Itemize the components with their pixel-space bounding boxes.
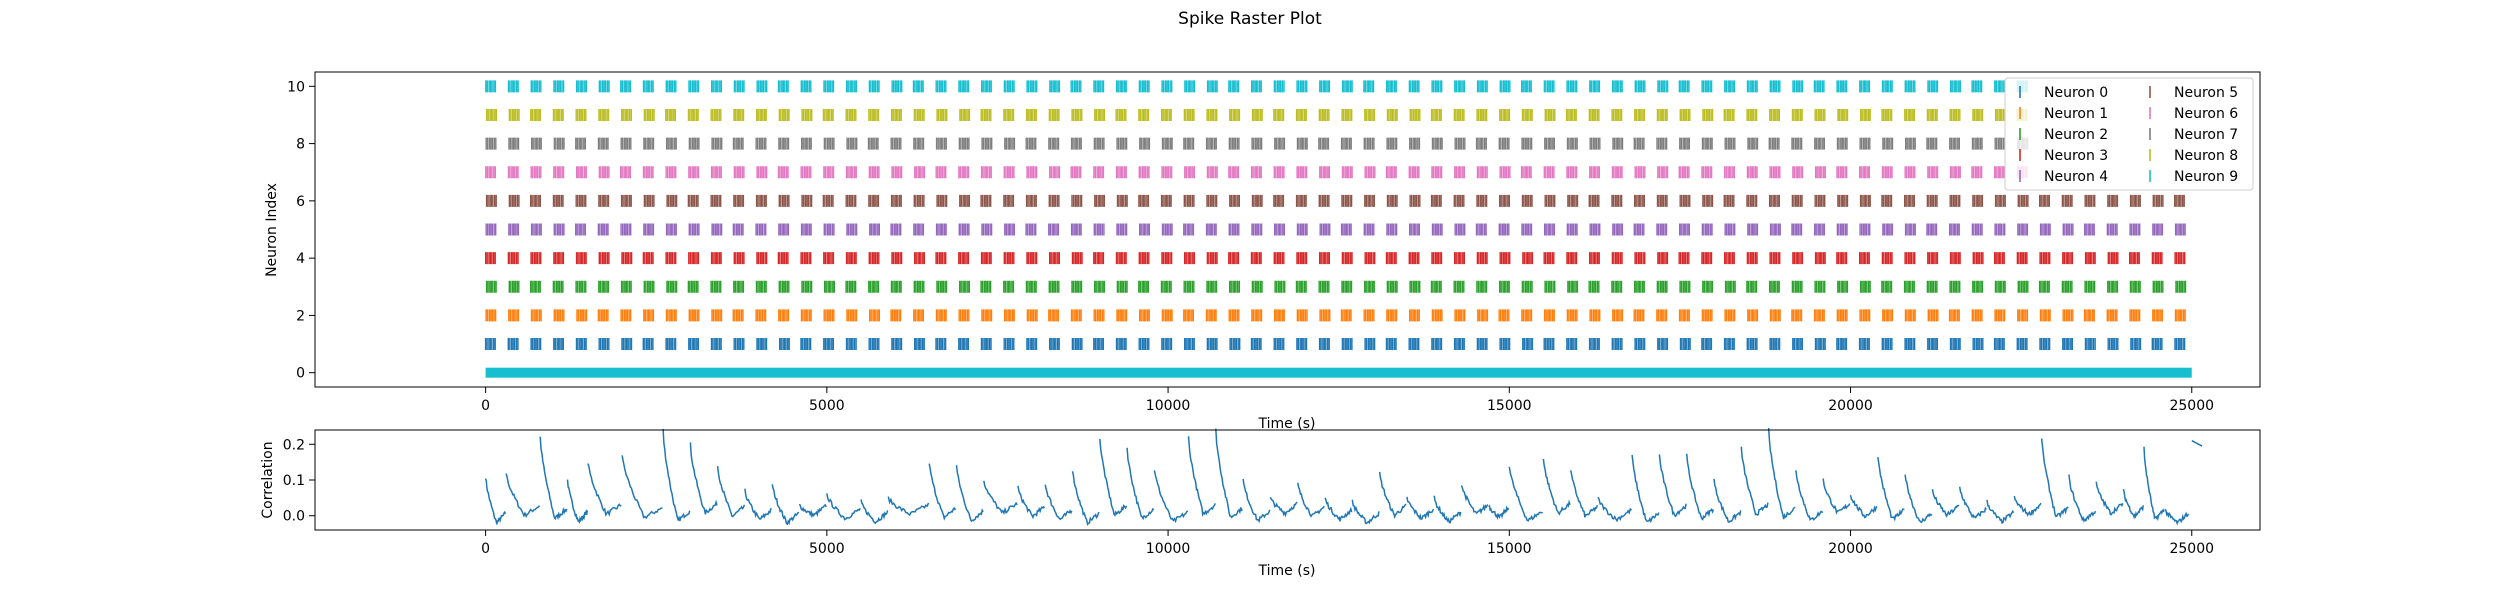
raster-y-axis-label: Neuron Index — [264, 183, 280, 277]
raster-x-tick-label-2: 10000 — [1146, 398, 1191, 414]
raster-series-7 — [485, 137, 2029, 150]
spike-train-row-6 — [485, 194, 2185, 207]
legend-label-8: Neuron 8 — [2174, 148, 2238, 164]
correlation-y-tick-label-1: 0.1 — [283, 473, 305, 489]
legend-label-9: Neuron 9 — [2174, 169, 2238, 185]
legend-entries: Neuron 0 Neuron 1 Neuron 2 Neuron 3 Neuron 4… — [2019, 85, 2238, 185]
correlation-x-tick-label-1: 5000 — [809, 541, 845, 557]
correlation-y-ticks: 0.0 0.1 0.2 — [283, 437, 315, 525]
legend-label-1: Neuron 1 — [2044, 106, 2108, 122]
correlation-x-axis-label: Time (s) — [1258, 563, 1316, 579]
correlation-series — [484, 427, 2203, 527]
legend: Neuron 0 Neuron 1 Neuron 2 Neuron 3 Neuron 4… — [2004, 77, 2254, 191]
raster-x-tick-label-0: 0 — [481, 398, 490, 414]
raster-baseline-bar — [485, 367, 2192, 378]
legend-label-5: Neuron 5 — [2174, 85, 2238, 101]
raster-series-5 — [485, 194, 2185, 207]
correlation-y-tick-label-2: 0.2 — [283, 437, 305, 453]
correlation-x-tick-label-5: 25000 — [2169, 541, 2214, 557]
spike-train-row-8 — [485, 137, 2029, 150]
raster-y-tick-label-1: 2 — [296, 308, 305, 324]
spike-train-row-2 — [485, 309, 2186, 322]
raster-y-tick-label-0: 0 — [296, 366, 305, 382]
legend-label-7: Neuron 7 — [2174, 127, 2238, 143]
legend-label-4: Neuron 4 — [2044, 169, 2108, 185]
raster-spike-marks — [484, 80, 2187, 351]
spike-train-row-5 — [485, 223, 2186, 236]
raster-series-6 — [485, 166, 2028, 179]
raster-x-tick-label-1: 5000 — [809, 398, 845, 414]
raster-panel: 0 5000 10000 15000 20000 25000 0 2 4 6 8 10 Time (… — [264, 71, 2261, 432]
raster-x-ticks: 0 5000 10000 15000 20000 25000 — [481, 387, 2214, 414]
legend-label-3: Neuron 3 — [2044, 148, 2108, 164]
raster-series-0 — [484, 338, 2186, 351]
raster-y-tick-label-5: 10 — [287, 79, 305, 95]
correlation-y-axis-label: Correlation — [260, 441, 276, 518]
raster-x-tick-label-3: 15000 — [1487, 398, 1532, 414]
legend-label-2: Neuron 2 — [2044, 127, 2108, 143]
spike-train-row-1 — [484, 338, 2186, 351]
legend-label-6: Neuron 6 — [2174, 106, 2238, 122]
correlation-x-tick-label-3: 15000 — [1487, 541, 1532, 557]
spike-train-row-10 — [485, 80, 2028, 93]
correlation-y-tick-label-0: 0.0 — [283, 509, 305, 525]
correlation-x-tick-label-4: 20000 — [1828, 541, 1873, 557]
raster-series-8 — [486, 108, 2028, 121]
raster-x-axis-label: Time (s) — [1258, 416, 1316, 432]
figure-title: Spike Raster Plot — [1178, 9, 1322, 29]
correlation-x-tick-label-2: 10000 — [1146, 541, 1191, 557]
legend-label-0: Neuron 0 — [2044, 85, 2108, 101]
spike-train-row-9 — [486, 108, 2028, 121]
correlation-x-ticks: 0 5000 10000 15000 20000 25000 — [481, 530, 2214, 557]
correlation-plot-area — [315, 430, 2260, 530]
raster-y-ticks: 0 2 4 6 8 10 — [287, 79, 315, 382]
raster-series-4 — [485, 223, 2186, 236]
spike-train-row-4 — [485, 252, 2186, 265]
raster-y-tick-label-4: 8 — [296, 137, 305, 153]
raster-series-3 — [485, 252, 2186, 265]
raster-frame — [314, 71, 2261, 388]
spike-train-row-7 — [485, 166, 2028, 179]
raster-series-9 — [485, 80, 2028, 93]
spike-train-row-3 — [485, 280, 2187, 293]
correlation-panel: 0 5000 10000 15000 20000 25000 0.0 0.1 0.2 Time… — [260, 427, 2261, 579]
correlation-x-tick-label-0: 0 — [481, 541, 490, 557]
raster-series-2 — [485, 280, 2187, 293]
raster-x-tick-label-4: 20000 — [1828, 398, 1873, 414]
raster-x-tick-label-5: 25000 — [2169, 398, 2214, 414]
legend-box — [2004, 77, 2254, 191]
raster-series-1 — [485, 309, 2186, 322]
raster-baseline-group — [485, 367, 2192, 378]
raster-y-tick-label-3: 6 — [296, 194, 305, 210]
raster-y-tick-label-2: 4 — [296, 251, 305, 267]
correlation-line — [484, 427, 2203, 527]
